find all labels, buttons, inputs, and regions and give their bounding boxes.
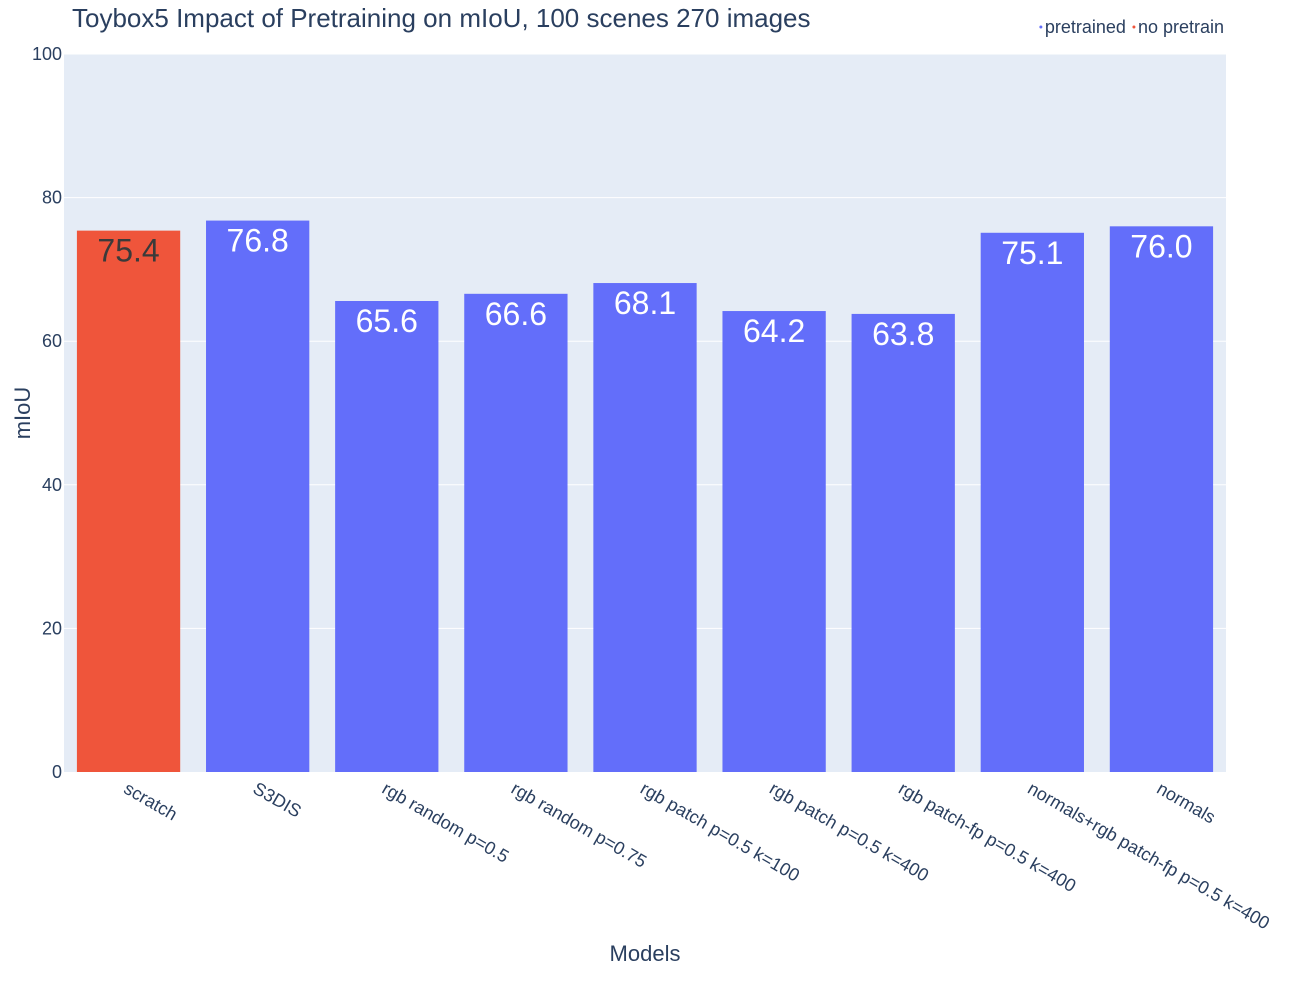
x-axis-title: Models (610, 941, 681, 966)
bar-value-label: 65.6 (356, 303, 418, 339)
y-axis-title: mIoU (10, 387, 35, 440)
bar (76, 230, 181, 773)
bar (980, 232, 1084, 773)
legend: no pretrain pretrained (1039, 17, 1224, 37)
bar-value-label: 76.8 (227, 223, 289, 259)
bar (851, 313, 955, 772)
bar-value-label: 68.1 (614, 285, 676, 321)
y-tick-label: 80 (42, 188, 62, 208)
legend-marker (1132, 25, 1136, 29)
y-tick-label: 40 (42, 475, 62, 495)
bar-value-label: 66.6 (485, 296, 547, 332)
x-tick-label: scratch (121, 778, 181, 824)
y-tick-label: 100 (32, 44, 62, 64)
x-tick-label: S3DIS (250, 778, 305, 821)
x-tick-label: normals (1153, 778, 1218, 827)
x-tick-label: rgb random p=0.75 (508, 778, 650, 872)
bar (464, 293, 568, 772)
x-tick-label: rgb random p=0.5 (379, 778, 512, 867)
bar-value-label: 64.2 (743, 313, 805, 349)
bar-value-label: 75.1 (1001, 235, 1063, 271)
y-tick-label: 20 (42, 618, 62, 638)
legend-label: no pretrain (1138, 17, 1224, 37)
chart-title: Toybox5 Impact of Pretraining on mIoU, 1… (72, 3, 811, 33)
bar (1109, 226, 1214, 772)
legend-label: pretrained (1045, 17, 1126, 37)
bar (335, 300, 439, 772)
bar (206, 220, 310, 773)
bars: 75.4 76.8 65.6 66.6 68.1 64.2 63.8 75.1 76.0 (76, 220, 1214, 773)
y-tick-label: 60 (42, 331, 62, 351)
bar-value-label: 75.4 (97, 233, 159, 269)
bar (593, 283, 697, 772)
legend-marker (1039, 25, 1043, 29)
y-axis-ticks: 0 20 40 60 80 100 (32, 44, 62, 782)
bar-value-label: 63.8 (872, 316, 934, 352)
x-tick-label: normals+rgb patch-fp p=0.5 k=400 (1024, 778, 1273, 933)
bar (722, 311, 826, 772)
bar-value-label: 76.0 (1130, 228, 1192, 264)
y-tick-label: 0 (52, 762, 62, 782)
